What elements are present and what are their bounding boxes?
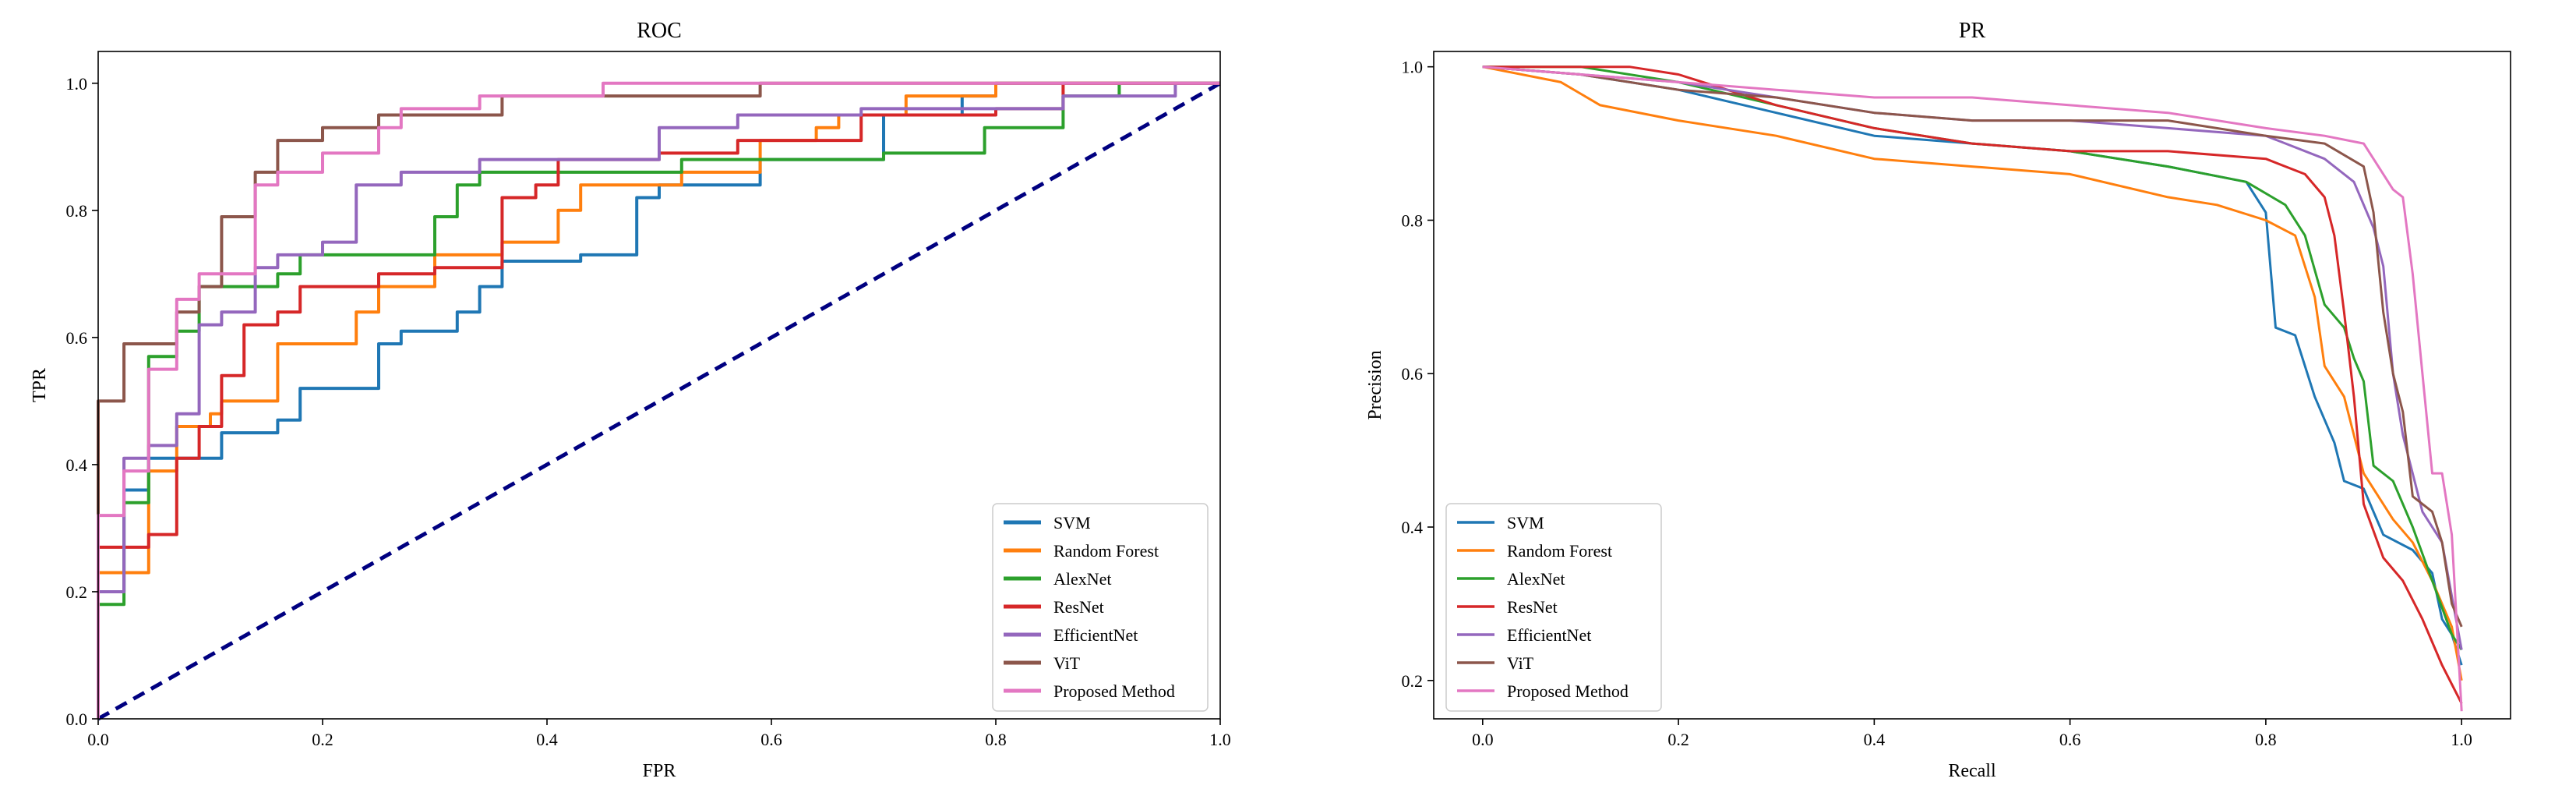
roc-y-tick-label: 0.0	[66, 709, 88, 729]
pr-legend-label: SVM	[1507, 513, 1544, 532]
pr-y-axis-label: Precision	[1365, 350, 1385, 419]
pr-x-tick-label: 0.0	[1472, 730, 1494, 749]
roc-legend: SVM Random Forest AlexNet ResNet EfficientNe…	[992, 503, 1209, 712]
pr-legend-label: AlexNet	[1507, 569, 1565, 589]
roc-legend-label: ResNet	[1053, 597, 1104, 617]
roc-legend-label: SVM	[1053, 513, 1091, 532]
pr-series-proposed-method	[1482, 65, 2463, 712]
pr-x-tick-label: 0.4	[1864, 730, 1886, 749]
roc-series-efficientnet	[97, 81, 1220, 719]
roc-series-resnet	[97, 81, 1220, 719]
roc-legend-label: ViT	[1053, 653, 1081, 673]
roc-y-axis-label: TPR	[30, 368, 50, 402]
pr-plot-frame	[1433, 51, 2511, 720]
pr-series-random-forest	[1482, 65, 2463, 681]
roc-diagonal-line	[97, 81, 1222, 721]
roc-legend-box	[992, 503, 1209, 712]
roc-series-alexnet	[97, 81, 1220, 719]
pr-y-tick-label: 0.8	[1402, 211, 1424, 230]
roc-y-tick-label: 0.2	[66, 582, 88, 602]
roc-x-tick-label: 0.2	[312, 730, 333, 749]
roc-legend-label: AlexNet	[1053, 569, 1112, 589]
pr-x-tick-label: 0.6	[2059, 730, 2081, 749]
roc-x-tick-label: 0.8	[985, 730, 1007, 749]
pr-series-vit	[1482, 65, 2463, 628]
roc-y-tick-label: 0.6	[66, 328, 88, 348]
pr-legend: SVM Random Forest AlexNet ResNet EfficientNe…	[1445, 503, 1662, 712]
roc-legend-label: Proposed Method	[1053, 681, 1175, 701]
roc-plot-frame	[97, 51, 1221, 720]
roc-y-tick-label: 0.8	[66, 201, 88, 221]
roc-series-vit	[97, 81, 1220, 719]
roc-y-tick-label: 1.0	[66, 74, 88, 94]
pr-legend-label: Random Forest	[1507, 541, 1612, 561]
roc-series-proposed-method	[97, 81, 1220, 719]
pr-x-tick-label: 0.8	[2255, 730, 2277, 749]
pr-y-tick-label: 1.0	[1402, 58, 1424, 77]
pr-x-axis-label: Recall	[1948, 761, 1996, 781]
roc-legend-label: Random Forest	[1053, 541, 1159, 561]
roc-legend-label: EfficientNet	[1053, 625, 1138, 645]
roc-x-tick-label: 0.6	[760, 730, 782, 749]
roc-x-axis-label: FPR	[643, 761, 676, 781]
pr-panel: PR 0.0 0.2 0.4 0.6 0.8 1.0 0.2 0.4 0.6 0.8 1.0 Recal…	[1365, 19, 2511, 781]
pr-x-tick-label: 0.2	[1667, 730, 1689, 749]
roc-panel: ROC 0.0 0.2 0.4 0.6 0.8 1.0 0.0 0.2 0.4 0.6 0.8 1.0 F…	[30, 19, 1231, 781]
pr-title: PR	[1959, 19, 1986, 43]
pr-y-tick-label: 0.2	[1402, 671, 1424, 691]
roc-title: ROC	[637, 19, 682, 43]
pr-x-tick-label: 1.0	[2451, 730, 2472, 749]
pr-legend-label: ResNet	[1507, 597, 1558, 617]
roc-x-tick-label: 0.4	[536, 730, 558, 749]
roc-x-tick-label: 1.0	[1209, 730, 1231, 749]
pr-y-tick-label: 0.4	[1402, 518, 1424, 537]
pr-legend-label: Proposed Method	[1507, 681, 1629, 701]
pr-legend-label: EfficientNet	[1507, 625, 1591, 645]
roc-y-tick-label: 0.4	[66, 455, 88, 475]
pr-legend-box	[1445, 503, 1662, 712]
roc-x-tick-label: 0.0	[87, 730, 109, 749]
pr-y-tick-label: 0.6	[1402, 364, 1424, 384]
pr-legend-label: ViT	[1507, 653, 1534, 673]
